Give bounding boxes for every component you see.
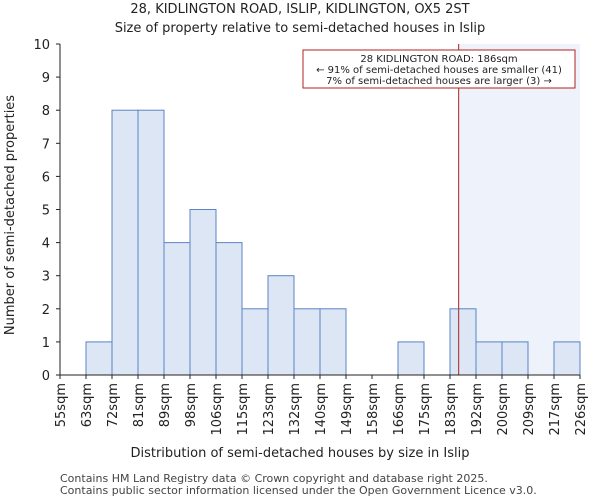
annotation-line-3: 7% of semi-detached houses are larger (3… [326, 76, 552, 87]
x-tick-label: 89sqm [158, 383, 173, 427]
histogram-bar [189, 209, 217, 376]
x-tick-label: 217sqm [548, 383, 563, 436]
x-tick-label: 72sqm [106, 383, 121, 427]
y-tick-label: 1 [42, 336, 50, 351]
x-tick-label: 55sqm [54, 383, 69, 427]
y-tick-label: 9 [42, 71, 50, 86]
y-tick-label: 7 [42, 137, 50, 152]
histogram-bar [215, 242, 243, 376]
larger-properties-highlight [458, 44, 580, 375]
annotation-line-2: ← 91% of semi-detached houses are smalle… [316, 65, 562, 76]
histogram-bar [241, 308, 269, 376]
chart-subtitle: Size of property relative to semi-detach… [115, 21, 486, 36]
x-tick-label: 226sqm [574, 383, 589, 436]
histogram-bar [293, 308, 321, 376]
y-tick-label: 4 [42, 237, 50, 252]
histogram-bar [501, 341, 529, 376]
y-axis-label: Number of semi-detached properties [3, 95, 18, 335]
x-tick-label: 81sqm [132, 383, 147, 427]
x-tick-label: 166sqm [392, 383, 407, 436]
histogram-bar [267, 275, 295, 376]
x-tick-label: 192sqm [470, 383, 485, 436]
y-tick-label: 6 [42, 170, 50, 185]
x-tick-label: 158sqm [366, 383, 381, 436]
footer-copyright: Contains HM Land Registry data © Crown c… [60, 472, 488, 485]
histogram-bar [553, 341, 581, 376]
x-tick-label: 183sqm [444, 383, 459, 436]
x-tick-label: 140sqm [314, 383, 329, 436]
y-tick-label: 3 [42, 270, 50, 285]
histogram-bar [397, 341, 425, 376]
x-tick-label: 63sqm [80, 383, 95, 427]
x-tick-label: 123sqm [262, 383, 277, 436]
footer-licence: Contains public sector information licen… [60, 484, 537, 497]
x-tick-label: 132sqm [288, 383, 303, 436]
x-axis-label: Distribution of semi-detached houses by … [130, 446, 469, 461]
x-tick-label: 98sqm [184, 383, 199, 427]
y-tick-label: 10 [33, 38, 50, 53]
x-tick-label: 149sqm [340, 383, 355, 436]
annotation-box [302, 49, 576, 89]
annotation-line-1: 28 KIDLINGTON ROAD: 186sqm [360, 54, 517, 65]
x-tick-label: 175sqm [418, 383, 433, 436]
histogram-bar [111, 109, 139, 376]
x-tick-label: 106sqm [210, 383, 225, 436]
property-annotation: 28 KIDLINGTON ROAD: 186sqm ← 91% of semi… [302, 49, 576, 89]
x-tick-label: 200sqm [496, 383, 511, 436]
histogram-bar [319, 308, 347, 376]
y-tick-label: 2 [42, 303, 50, 318]
y-tick-label: 0 [42, 369, 50, 384]
x-tick-label: 115sqm [236, 383, 251, 436]
y-tick-label: 5 [42, 204, 50, 219]
y-tick-label: 8 [42, 104, 50, 119]
chart-title: 28, KIDLINGTON ROAD, ISLIP, KIDLINGTON, … [130, 2, 469, 17]
histogram-bar [449, 308, 477, 376]
x-tick-label: 209sqm [522, 383, 537, 436]
histogram-bar [475, 341, 503, 376]
histogram-bar [85, 341, 113, 376]
histogram-bar [137, 109, 165, 376]
histogram-chart: 28, KIDLINGTON ROAD, ISLIP, KIDLINGTON, … [3, 2, 589, 461]
histogram-bar [163, 242, 191, 376]
